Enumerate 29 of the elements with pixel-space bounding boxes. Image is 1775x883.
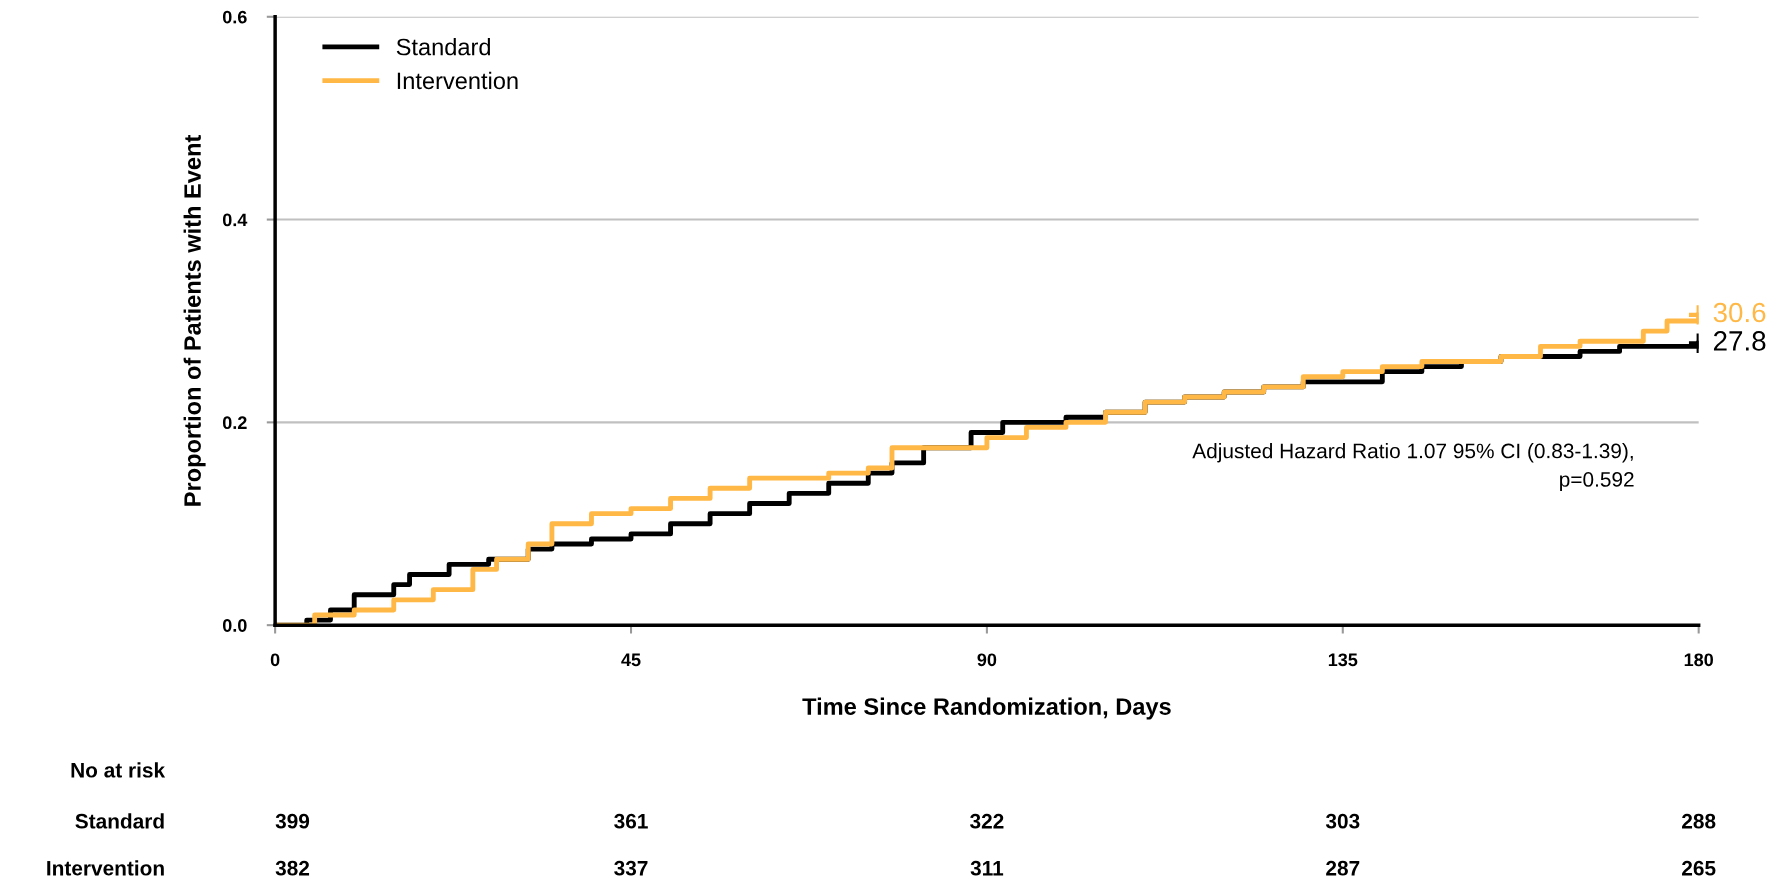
text: 361 <box>614 813 648 829</box>
annotation: 30.6 <box>1713 302 1766 323</box>
text: Standard <box>75 813 164 829</box>
text: No at risk <box>71 762 166 778</box>
x-tick-label: 0 <box>270 653 280 667</box>
text: 288 <box>1682 813 1716 829</box>
text: 322 <box>970 813 1004 829</box>
text: 382 <box>275 860 310 876</box>
x-tick-label: 45 <box>621 653 641 667</box>
legend-label: Standard <box>396 38 490 56</box>
text: 311 <box>970 860 1004 876</box>
text: 303 <box>1325 813 1360 829</box>
x-axis-title: Time Since Randomization, Days <box>802 697 1171 720</box>
text: Intervention <box>47 860 164 876</box>
x-tick-label: 90 <box>977 653 997 667</box>
x-tick-label: 135 <box>1328 653 1358 667</box>
legend-label: Intervention <box>397 71 518 90</box>
annotation: 27.8 <box>1713 331 1766 351</box>
y-tick-label: 0.6 <box>222 10 247 24</box>
y-tick-label: 0.2 <box>222 416 247 430</box>
text: 287 <box>1326 860 1360 876</box>
y-axis-title: Proportion of Patients with Event <box>183 134 206 506</box>
annotation: Adjusted Hazard Ratio 1.07 95% CI (0.83-1.39), p=0.592 <box>1192 443 1634 491</box>
x-tick-label: 180 <box>1684 653 1713 667</box>
text: 399 <box>275 813 310 829</box>
y-tick-label: 0.0 <box>222 619 247 632</box>
text: 265 <box>1682 860 1716 876</box>
text: 337 <box>614 860 648 876</box>
y-tick-label: 0.4 <box>222 213 248 227</box>
